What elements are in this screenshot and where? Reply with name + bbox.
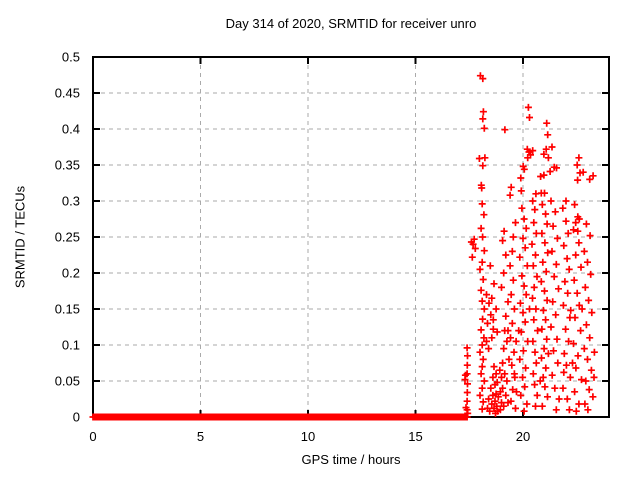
chart-title: Day 314 of 2020, SRMTID for receiver unr… xyxy=(225,16,477,31)
data-points-layer xyxy=(89,72,598,421)
y-tick-label: 0.2 xyxy=(62,266,80,281)
y-tick-label: 0.4 xyxy=(62,122,80,137)
y-tick-label: 0.3 xyxy=(62,194,80,209)
y-tick-label: 0.1 xyxy=(62,338,80,353)
tick-labels-layer: 0 5 10 15 20 0 0.05 0.1 0.15 0.2 0.25 0.3 0.35 0.4 0.4… xyxy=(55,50,531,445)
x-tick-label: 10 xyxy=(301,429,315,444)
y-tick-label: 0.5 xyxy=(62,50,80,65)
x-tick-label: 0 xyxy=(89,429,96,444)
x-tick-label: 20 xyxy=(516,429,530,444)
x-axis-label: GPS time / hours xyxy=(301,452,401,467)
series-zero-baseline xyxy=(89,413,471,421)
y-axis-label: SRMTID / TECUs xyxy=(12,185,28,289)
y-tick-label: 0.05 xyxy=(55,374,80,389)
series-srmtid-activity xyxy=(461,72,598,417)
y-tick-label: 0.45 xyxy=(55,86,80,101)
y-tick-label: 0.35 xyxy=(55,158,80,173)
y-tick-label: 0.15 xyxy=(55,302,80,317)
x-tick-label: 15 xyxy=(408,429,422,444)
grid-layer xyxy=(93,57,609,417)
x-tick-label: 5 xyxy=(197,429,204,444)
y-tick-label: 0 xyxy=(73,410,80,425)
y-tick-label: 0.25 xyxy=(55,230,80,245)
